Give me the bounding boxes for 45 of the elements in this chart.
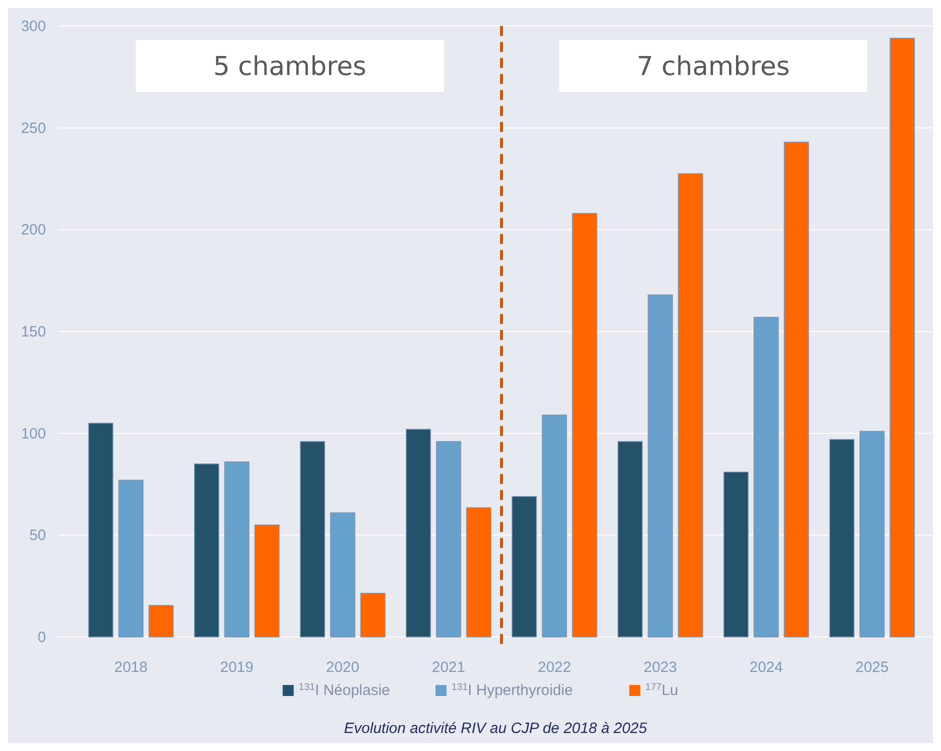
bar xyxy=(859,430,885,638)
legend-label: $^{177}$Lu xyxy=(645,682,678,699)
y-tick-label: 200 xyxy=(20,222,46,239)
y-tick-label: 150 xyxy=(20,324,46,340)
y-tick-label: 250 xyxy=(20,120,46,137)
bar xyxy=(754,316,779,638)
bar xyxy=(572,212,598,638)
bar xyxy=(148,605,174,638)
annotation: 5 chambres xyxy=(213,52,366,82)
bar xyxy=(330,512,356,638)
x-tick-label: 2020 xyxy=(326,659,360,676)
x-tick-label: 2023 xyxy=(644,659,677,676)
bar xyxy=(88,422,114,638)
bar xyxy=(406,428,431,638)
y-tick-label: 0 xyxy=(38,629,46,646)
y-tick-label: 300 xyxy=(20,18,46,35)
x-tick-label: 2018 xyxy=(114,659,148,676)
bar xyxy=(512,496,537,638)
bar xyxy=(890,38,915,638)
bar xyxy=(618,441,643,638)
bar xyxy=(300,441,326,638)
bar xyxy=(784,142,809,638)
x-tick-label: 2021 xyxy=(432,659,466,676)
y-tick-label: 50 xyxy=(29,527,46,544)
annotation: 7 chambres xyxy=(636,52,790,82)
y-tick-label: 100 xyxy=(20,425,46,442)
x-tick-label: 2024 xyxy=(750,659,783,676)
bar xyxy=(118,480,144,638)
bar xyxy=(648,294,673,638)
legend-label: $^{131}$I Néoplasie xyxy=(298,682,390,699)
legend-label: $^{131}$I Hyperthyroidie xyxy=(452,682,573,699)
bar xyxy=(436,441,462,638)
x-tick-label: 2022 xyxy=(538,659,572,676)
bar xyxy=(723,472,749,638)
bar xyxy=(542,414,568,638)
bar xyxy=(254,524,280,638)
x-tick-label: 2019 xyxy=(220,659,254,676)
bar xyxy=(829,439,854,638)
bar xyxy=(224,461,250,638)
bar xyxy=(466,507,492,638)
bar xyxy=(678,173,704,638)
bar xyxy=(194,463,220,638)
x-tick-label: 2025 xyxy=(855,659,889,676)
text: Evolution activité RIV au CJP de 2018 à 2025 xyxy=(344,720,648,737)
bar xyxy=(360,592,386,638)
